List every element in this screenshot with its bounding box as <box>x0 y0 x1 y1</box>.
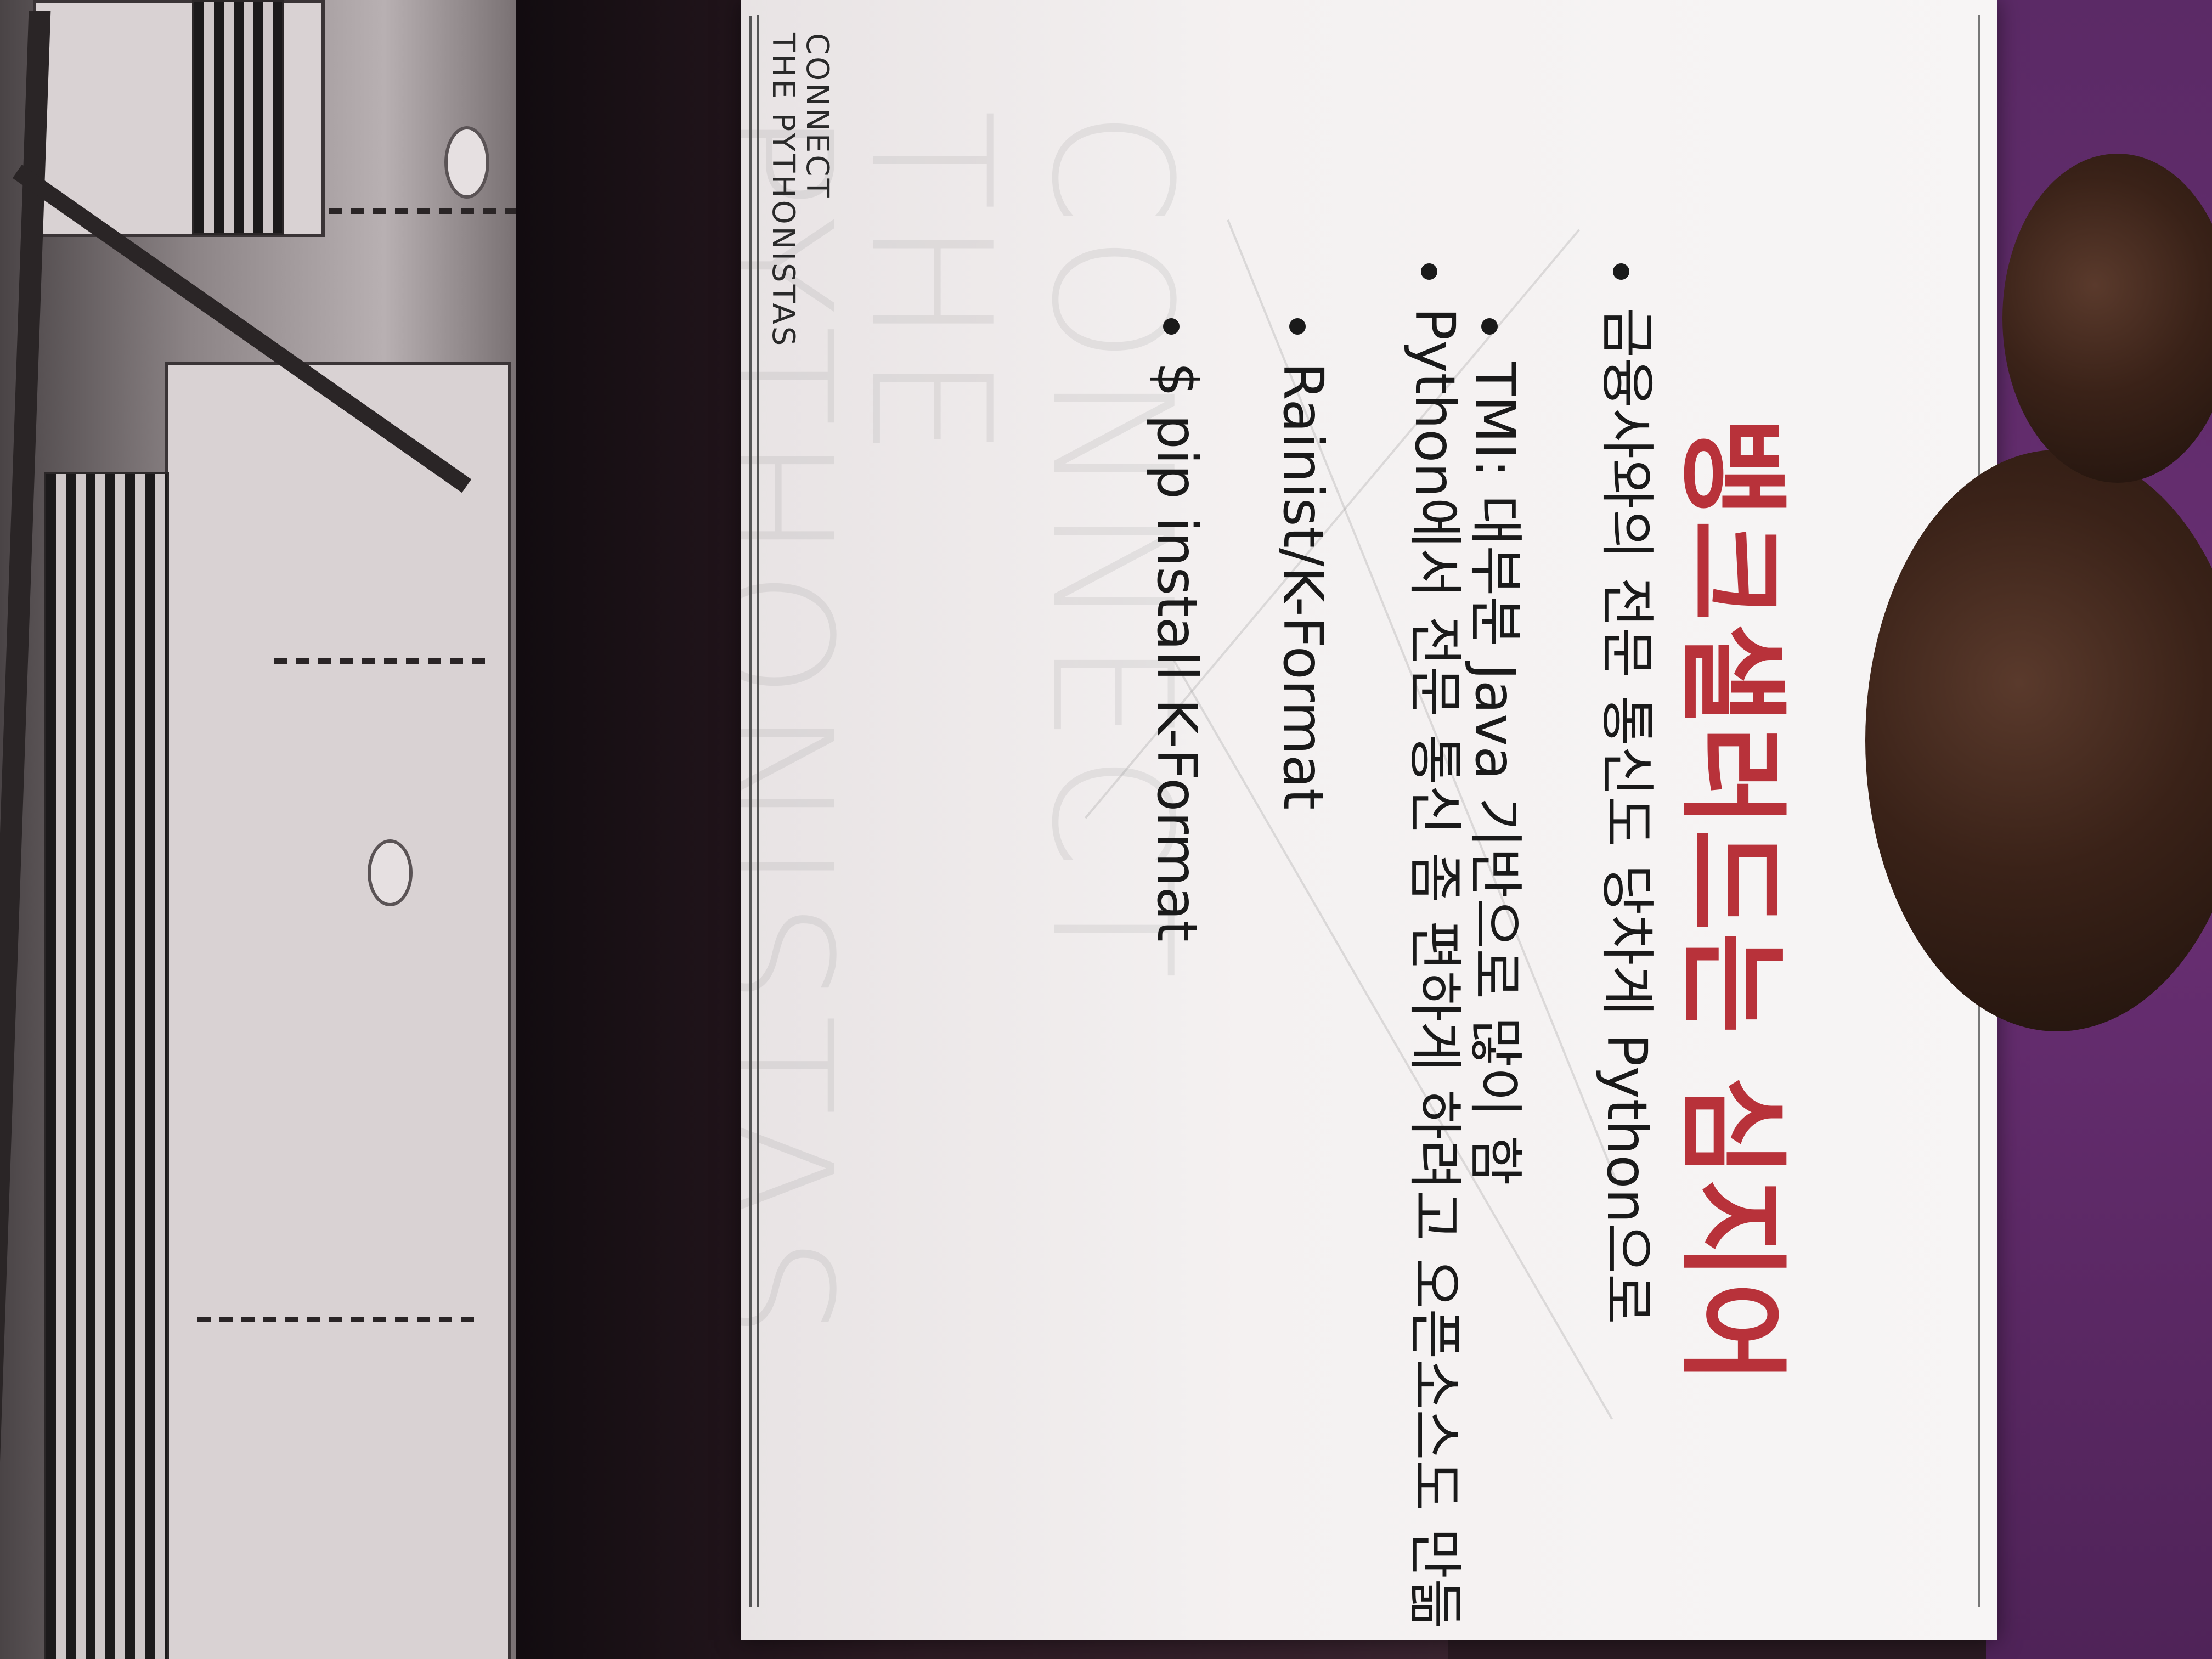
projected-slide: CONNECT THE PYTHONISTAS 뱅크샐러드는 심지어 금융사와의… <box>741 0 1997 1640</box>
air-vent <box>44 472 169 1659</box>
hanging-chain <box>329 208 516 214</box>
hanging-chain <box>274 658 494 664</box>
ceiling-panel <box>165 362 511 1659</box>
slide-border <box>757 15 1980 1607</box>
hanging-chain <box>198 1317 483 1322</box>
audience-head <box>1865 450 2212 1031</box>
audience-head <box>2002 154 2212 483</box>
ceiling-light <box>444 126 489 199</box>
ceiling-light <box>368 839 413 906</box>
ceiling <box>0 0 549 1659</box>
air-vent <box>192 0 284 235</box>
footer-divider <box>749 16 752 1607</box>
slide-surface: CONNECT THE PYTHONISTAS 뱅크샐러드는 심지어 금융사와의… <box>741 0 1997 1640</box>
ceiling-beam <box>0 11 51 1657</box>
